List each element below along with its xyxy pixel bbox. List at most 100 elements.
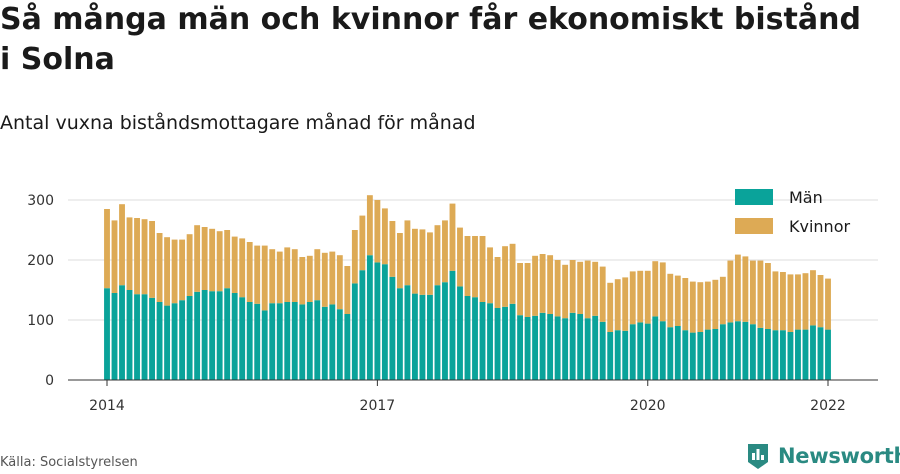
bar-women [569,260,576,313]
bar-men [359,270,366,380]
bar-men [111,293,118,380]
bar-women [810,270,816,326]
y-tick-label: 100 [27,313,54,329]
legend-label-men: Män [789,188,823,207]
bar-men [674,326,681,380]
bar-men [727,322,734,380]
bar-men [442,282,448,380]
bar-men [374,262,381,380]
bar-women [592,261,599,316]
x-tick-label: 2020 [630,398,666,414]
bar-men [224,288,231,380]
bar-women [404,220,411,286]
bar-women [644,270,651,324]
bar-women [119,204,125,286]
bar-men [787,332,794,380]
bar-men [254,303,261,380]
bar-women [584,260,591,319]
x-tick-labels: 2014 2017 2020 2022 [89,380,846,414]
bar-men [404,285,411,380]
bar-men [179,300,186,380]
bar-women [171,239,178,304]
bar-men [584,318,591,380]
bar-women [449,203,456,271]
bar-men [321,306,328,380]
bar-women [614,279,621,331]
bar-men [802,329,809,380]
bar-men [554,316,561,380]
bar-men [509,303,516,380]
bar-men [644,323,651,380]
bar-men [524,317,531,380]
bar-women [734,254,741,322]
legend: Män Kvinnor [735,188,850,236]
bar-women [179,239,186,301]
bar-women [149,221,155,298]
bar-women [284,247,291,302]
bar-women [134,218,140,295]
bar-women [336,255,343,310]
bar-men [104,288,110,380]
bar-men [697,332,704,380]
bar-men [704,329,711,380]
brand-name: Newsworthy [778,444,900,468]
bar-women [381,208,388,265]
bar-women [577,261,584,314]
bar-men [216,291,223,380]
bar-men [817,327,824,380]
bar-women [659,262,666,322]
bar-women [764,263,771,329]
bar-men [389,276,396,380]
bar-women [539,254,546,313]
bar-men [396,288,403,380]
bar-men [419,294,426,380]
bar-men [366,255,373,380]
bar-women [291,249,298,302]
bar-women [554,260,561,317]
bar-women [547,255,554,314]
bar-men [134,294,140,380]
bar-men [569,312,576,380]
bar-women [517,263,523,316]
bar-men [464,296,471,380]
legend-label-women: Kvinnor [789,217,850,236]
bar-women [742,256,749,322]
y-tick-labels: 0 100 200 300 [27,193,54,389]
bar-women [532,255,539,316]
bar-men [577,314,584,380]
bar-men [749,324,756,380]
bar-men [427,294,433,380]
bar-men [652,316,659,380]
bar-women [246,242,253,302]
bar-women [141,219,148,295]
bar-men [276,303,283,380]
bar-women [254,245,261,304]
y-tick-label: 300 [27,193,54,209]
bar-women [276,251,283,304]
bar-women [186,234,193,296]
bar-men [494,308,501,380]
bar-women [787,274,794,332]
bar-women [674,275,681,326]
bar-women [231,236,238,293]
bar-men [457,286,463,380]
bar-women [464,236,471,296]
stacked-bar-chart: 0 100 200 300 2014 2017 2020 2022 Män Kvinnor [27,188,878,414]
bar-men [547,314,554,380]
chart-title: Så många män och kvinnor får ekonomiskt … [0,2,861,77]
bar-women [682,278,689,331]
x-tick-label: 2022 [810,398,846,414]
bar-men [299,304,306,380]
bar-women [126,217,133,290]
bar-men [231,293,238,380]
bar-women [412,228,418,294]
bar-men [329,304,336,380]
bar-men [764,329,771,380]
bar-women [697,282,704,332]
bar-men [517,315,523,380]
bar-women [607,282,614,332]
y-tick-label: 0 [45,373,54,389]
bar-men [757,327,764,380]
bar-men [742,321,749,380]
bar-men [734,321,741,380]
